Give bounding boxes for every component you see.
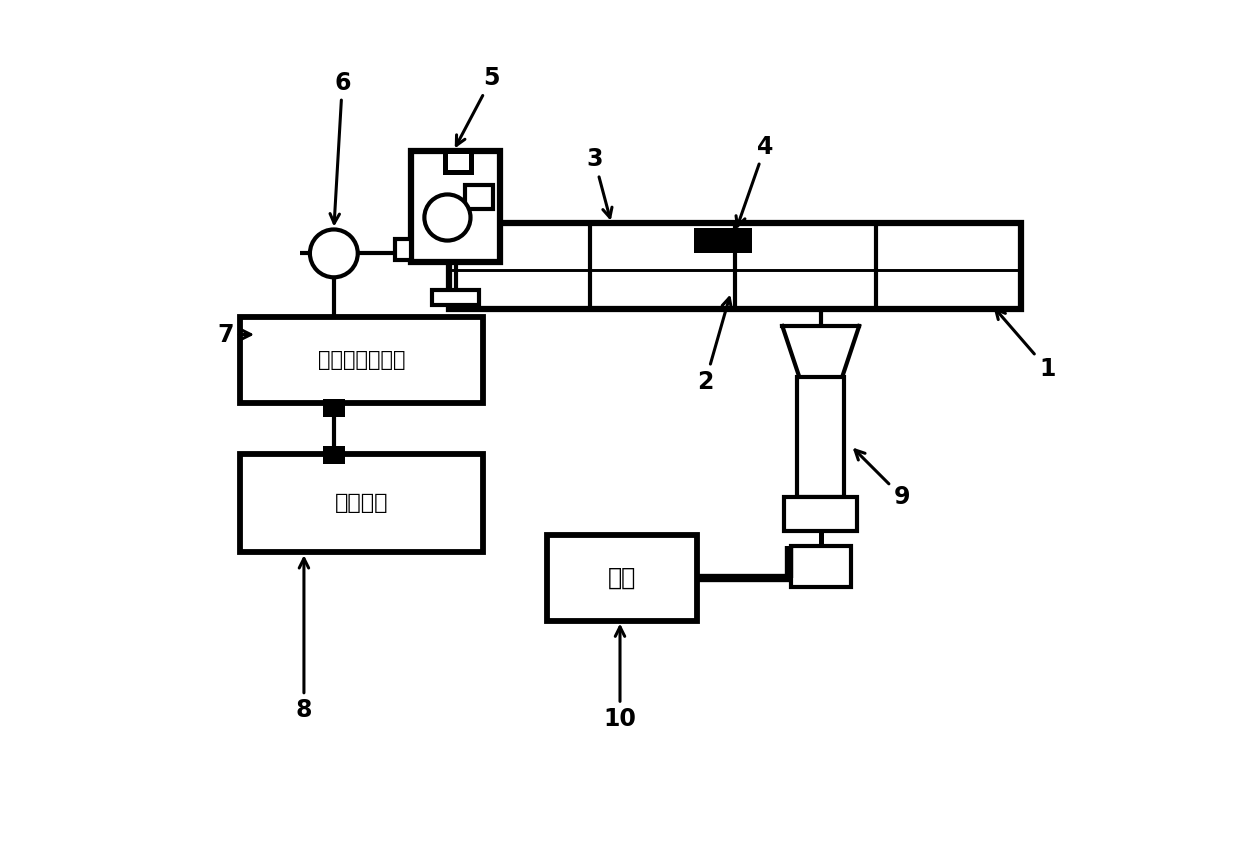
Bar — [239, 454, 484, 553]
Text: 6: 6 — [330, 70, 351, 224]
Text: 8: 8 — [295, 559, 312, 722]
Bar — [410, 151, 501, 262]
Bar — [449, 224, 1022, 309]
Bar — [322, 446, 345, 464]
Text: 4: 4 — [737, 135, 774, 226]
Text: 5: 5 — [456, 66, 500, 146]
Circle shape — [424, 195, 470, 241]
Bar — [396, 239, 410, 261]
Text: 揺馀激光放大器: 揺馀激光放大器 — [317, 351, 405, 370]
Text: 7: 7 — [217, 322, 250, 346]
Text: 3: 3 — [587, 147, 613, 218]
Text: 9: 9 — [856, 450, 910, 509]
Text: 1: 1 — [996, 309, 1055, 381]
Bar — [797, 377, 844, 497]
Circle shape — [310, 230, 358, 278]
Text: 电脑: 电脑 — [608, 566, 636, 590]
Bar — [322, 399, 345, 417]
Bar — [694, 228, 753, 254]
Text: 10: 10 — [604, 627, 636, 731]
Bar — [239, 317, 484, 403]
Bar — [465, 185, 492, 209]
Bar — [432, 291, 479, 305]
Bar — [445, 151, 470, 172]
Bar — [791, 547, 851, 587]
Bar — [785, 497, 857, 531]
Bar — [547, 536, 697, 620]
Text: 2: 2 — [697, 297, 732, 393]
Text: 宽带光源: 宽带光源 — [335, 494, 388, 513]
